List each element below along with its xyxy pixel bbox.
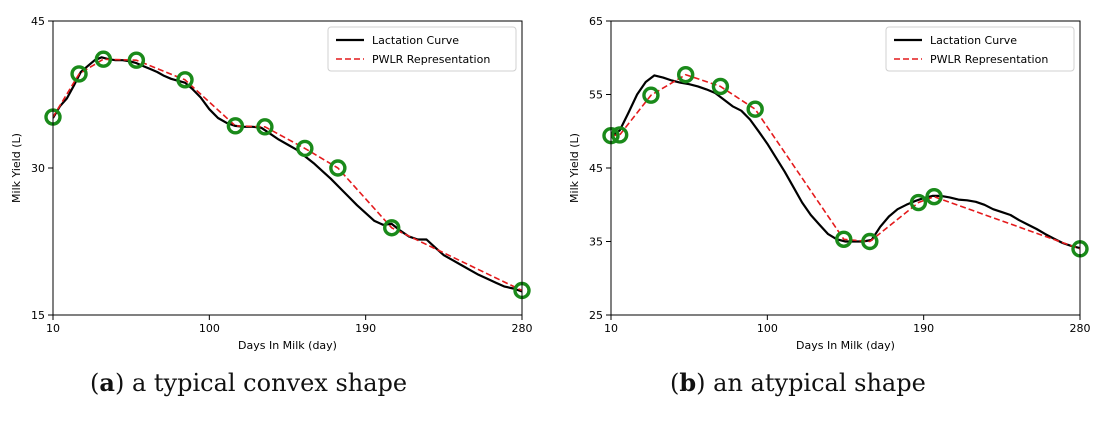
caption-a-text: a typical convex shape — [124, 369, 408, 397]
legend-label-pwlr: PWLR Representation — [372, 53, 490, 66]
plot-frame — [610, 20, 1081, 316]
breakpoint-marker — [861, 232, 879, 251]
y-tick-label: 25 — [589, 309, 603, 322]
y-tick-label: 30 — [31, 162, 45, 175]
breakpoint-marker — [610, 126, 629, 144]
breakpoint-marker — [835, 230, 853, 248]
x-tick-label: 10 — [604, 322, 618, 335]
breakpoint-marker — [711, 77, 730, 96]
caption-b-letter: b — [679, 368, 697, 397]
chart-b: 10 100 190 280 25 35 45 55 65 Days In Milk (day) M… — [568, 15, 1091, 352]
breakpoint-marker — [642, 86, 660, 104]
legend-box — [327, 26, 517, 72]
x-axis-label: Days In Milk (day) — [796, 339, 895, 352]
x-tick-label: 190 — [913, 322, 934, 335]
x-tick-label: 280 — [512, 322, 533, 335]
plot-frame — [52, 20, 523, 316]
legend-label-pwlr: PWLR Representation — [930, 53, 1048, 66]
y-tick-label: 15 — [31, 309, 45, 322]
lactation-curve-line — [53, 56, 522, 293]
breakpoint-marker — [676, 65, 695, 84]
caption-b: (b) an atypical shape — [670, 368, 926, 397]
breakpoint-marker — [383, 219, 401, 237]
breakpoint-marker — [94, 50, 113, 68]
legend-label-lactation: Lactation Curve — [930, 34, 1017, 47]
pwlr-line — [611, 73, 1080, 250]
plot-area — [611, 73, 1080, 250]
y-tick-label: 55 — [589, 89, 603, 102]
breakpoint-marker — [925, 187, 943, 206]
breakpoint-marker — [329, 159, 347, 177]
breakpoint-marker — [127, 51, 146, 69]
y-tick-label: 35 — [589, 236, 603, 249]
breakpoint-marker — [256, 118, 274, 136]
pwlr-line — [53, 58, 522, 292]
x-tick-label: 280 — [1070, 322, 1091, 335]
legend-label-lactation: Lactation Curve — [372, 34, 459, 47]
breakpoint-marker — [176, 71, 194, 89]
y-tick-label: 45 — [31, 15, 45, 28]
y-tick-label: 65 — [589, 15, 603, 28]
legend: Lactation Curve PWLR Representation — [327, 26, 517, 72]
legend: Lactation Curve PWLR Representation — [885, 26, 1075, 72]
x-tick-label: 190 — [355, 322, 376, 335]
x-tick-label: 100 — [199, 322, 220, 335]
y-axis-label: Milk Yield (L) — [568, 133, 581, 203]
caption-a-letter: a — [99, 368, 115, 397]
plot-area — [53, 56, 522, 293]
breakpoint-marker — [70, 65, 88, 83]
breakpoint-marker — [909, 193, 928, 212]
x-axis-label: Days In Milk (day) — [238, 339, 337, 352]
lactation-curve-line — [611, 74, 1080, 250]
chart-a: 10 100 190 280 15 30 45 Days In Milk (day) Milk … — [10, 15, 533, 352]
x-tick-label: 100 — [757, 322, 778, 335]
caption-b-text: an atypical shape — [705, 369, 926, 397]
breakpoint-marker — [226, 117, 245, 135]
y-axis-label: Milk Yield (L) — [10, 133, 23, 203]
x-tick-label: 10 — [46, 322, 60, 335]
breakpoint-marker — [296, 139, 314, 158]
caption-a: (a) a typical convex shape — [90, 368, 408, 397]
legend-box — [885, 26, 1075, 72]
y-tick-label: 45 — [589, 162, 603, 175]
breakpoint-marker — [746, 100, 764, 118]
